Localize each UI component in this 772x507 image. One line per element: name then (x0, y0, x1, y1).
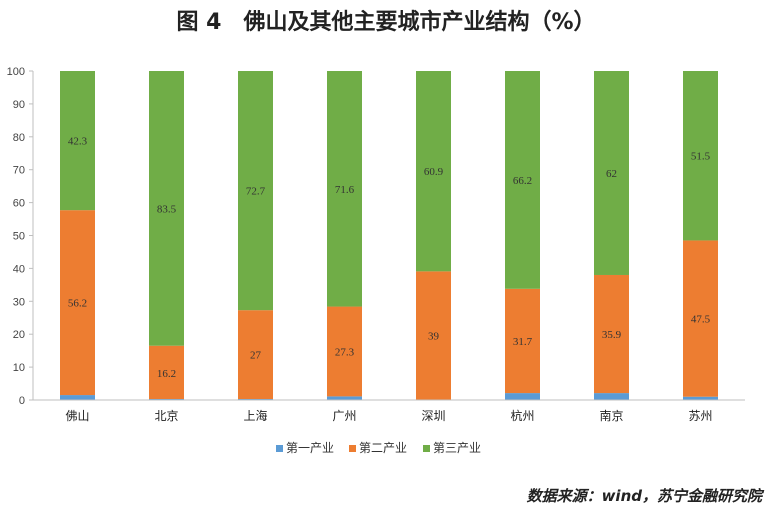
y-tick-label: 40 (13, 263, 25, 275)
data-label: 71.6 (335, 184, 355, 196)
data-label: 27 (250, 350, 262, 362)
y-tick-label: 50 (13, 231, 25, 243)
data-label: 35.9 (602, 329, 622, 341)
y-tick-label: 60 (13, 198, 25, 210)
y-tick-label: 20 (13, 329, 25, 341)
bar-segment (416, 271, 451, 400)
bar-segment (149, 345, 184, 400)
bar-segment (683, 240, 718, 397)
data-label: 56.2 (68, 298, 87, 310)
bar-segment (505, 393, 540, 400)
y-tick-label: 10 (13, 362, 25, 374)
bar-segment (594, 71, 629, 275)
data-labels: 56.2 42.3 16.2 83.5 27 72.7 27.3 71.6 39 60.9 31.7… (68, 136, 711, 380)
legend-swatch (276, 445, 283, 452)
data-label: 31.7 (513, 336, 533, 348)
source-note: 数据来源：wind，苏宁金融研究院 (526, 487, 762, 505)
x-tick-label: 北京 (154, 409, 178, 423)
bars (60, 71, 718, 400)
x-tick-label: 佛山 (65, 409, 89, 423)
legend-label: 第二产业 (359, 441, 407, 455)
x-tick-label: 南京 (599, 408, 623, 423)
data-label: 27.3 (335, 346, 355, 358)
data-label: 39 (428, 331, 440, 343)
bar-segment (683, 71, 718, 241)
bar-segment (60, 210, 95, 396)
bar-segment (594, 274, 629, 394)
x-tick-label: 上海 (243, 408, 267, 423)
x-tick-label: 深圳 (421, 409, 445, 423)
y-tick-label: 90 (13, 99, 25, 111)
y-axis: 0 10 20 30 40 50 60 70 80 90 100 (7, 66, 34, 407)
legend: 第一产业 第二产业 第三产业 (276, 441, 481, 455)
y-tick-label: 100 (7, 66, 25, 78)
data-label: 72.7 (246, 186, 266, 198)
data-label: 60.9 (424, 166, 444, 178)
bar-segment (505, 71, 540, 289)
x-tick-label: 广州 (332, 409, 356, 423)
legend-label: 第三产业 (433, 441, 481, 455)
legend-label: 第一产业 (286, 441, 334, 455)
data-label: 47.5 (691, 314, 711, 326)
x-tick-label: 苏州 (688, 409, 712, 423)
bar-segment (594, 393, 629, 400)
data-label: 16.2 (157, 368, 176, 380)
bar-segment (238, 71, 273, 311)
y-tick-label: 30 (13, 296, 25, 308)
bar-segment (327, 396, 362, 400)
legend-swatch (349, 445, 356, 452)
y-tick-label: 80 (13, 132, 25, 144)
data-label: 42.3 (68, 136, 88, 148)
bar-segment (60, 395, 95, 400)
bar-segment (416, 71, 451, 272)
bar-segment (683, 396, 718, 400)
bar-segment (149, 71, 184, 346)
y-tick-label: 0 (19, 395, 25, 407)
data-label: 62 (606, 168, 617, 180)
data-label: 51.5 (691, 151, 711, 163)
bar-segment (327, 306, 362, 397)
x-axis: 佛山 北京 上海 广州 深圳 杭州 南京 苏州 (33, 399, 745, 423)
chart-title: 图 4 佛山及其他主要城市产业结构（%） (176, 10, 596, 35)
y-tick-label: 70 (13, 165, 25, 177)
bar-segment (505, 288, 540, 394)
legend-swatch (423, 445, 430, 452)
data-label: 83.5 (157, 203, 177, 215)
bar-segment (60, 71, 95, 211)
data-label: 66.2 (513, 175, 532, 187)
x-tick-label: 杭州 (510, 408, 534, 423)
bar-segment (238, 310, 273, 400)
bar-segment (327, 71, 362, 307)
